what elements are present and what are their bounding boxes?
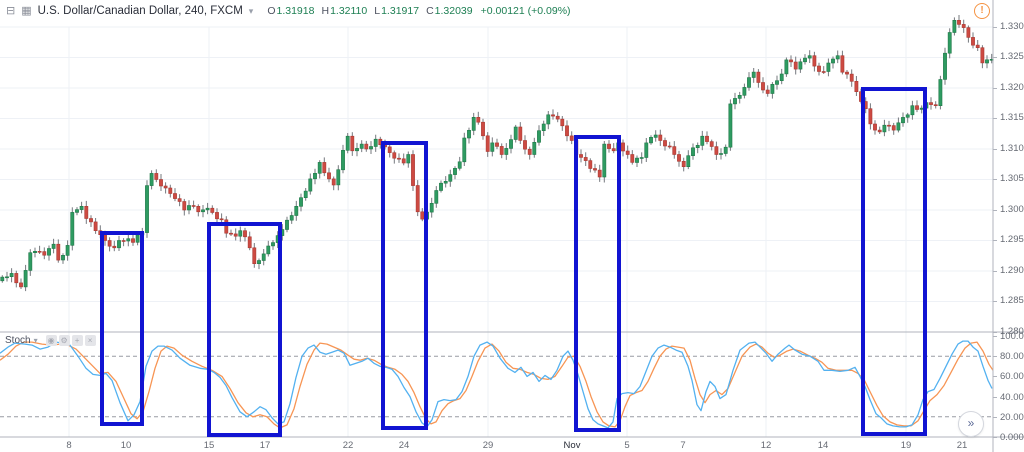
high-value: 1.32110 [330,5,368,17]
expand-button[interactable]: » [958,411,984,437]
high-label: H [321,5,330,17]
stoch-legend-buttons: ◉ ⚙ + × [45,335,96,346]
gear-icon[interactable]: ⚙ [58,335,70,346]
chevron-down-icon[interactable]: ▾ [248,5,254,16]
open-label: O [267,5,276,17]
chevron-down-icon[interactable]: ▾ [33,336,38,345]
close-icon[interactable]: × [84,335,96,346]
change-readout: +0.00121 (+0.09%) [480,5,571,17]
alert-icon[interactable]: ! [974,3,990,19]
low-value: 1.31917 [381,5,420,17]
stoch-legend: Stoch ▾ ◉ ⚙ + × [5,335,96,346]
close-label: C [426,5,434,17]
plus-icon[interactable]: + [71,335,83,346]
chart-type-icon: ▦ [21,4,32,17]
eye-icon[interactable]: ◉ [45,335,57,346]
symbol-header: ⊟ ▦ U.S. Dollar/Canadian Dollar, 240, FX… [6,5,571,17]
low-label: L [374,5,381,17]
open-value: 1.31918 [276,5,315,17]
close-value: 1.32039 [434,5,473,17]
stoch-label[interactable]: Stoch [5,335,31,346]
collapse-icon[interactable]: ⊟ [6,4,16,17]
symbol-title[interactable]: U.S. Dollar/Canadian Dollar, 240, FXCM [37,5,243,17]
ohlc-readout: O 1.31918 H 1.32110 L 1.31917 C 1.32039 [267,5,472,17]
